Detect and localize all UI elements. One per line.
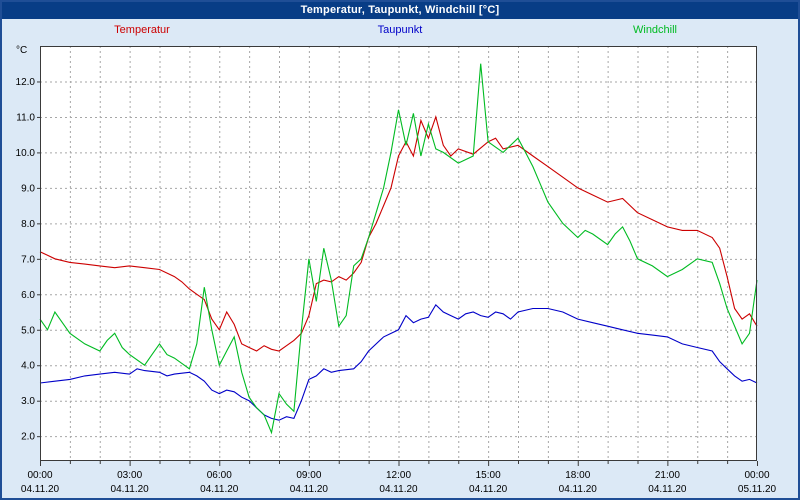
x-tick-time: 18:00 <box>565 470 590 481</box>
x-tick-time: 03:00 <box>117 470 142 481</box>
x-tick-time: 00:00 <box>744 470 769 481</box>
x-tick-time: 15:00 <box>476 470 501 481</box>
x-tick-date: 04.11.20 <box>111 484 150 495</box>
y-tick-label: 2.0 <box>21 432 35 443</box>
y-tick-label: 5.0 <box>21 325 35 336</box>
y-tick-label: 11.0 <box>16 112 35 123</box>
series-line-windchill <box>39 63 758 435</box>
x-tick-date: 05.11.20 <box>738 484 777 495</box>
window-title: Temperatur, Taupunkt, Windchill [°C] <box>2 2 798 19</box>
x-tick-time: 12:00 <box>386 470 411 481</box>
x-tick-date: 04.11.20 <box>559 484 598 495</box>
x-tick-date: 04.11.20 <box>290 484 329 495</box>
y-tick-label: 10.0 <box>16 148 36 159</box>
legend-windchill: Windchill <box>632 24 678 36</box>
gridlines <box>40 46 757 461</box>
y-tick-label: 12.0 <box>16 77 36 88</box>
legend: Temperatur Taupunkt Windchill <box>2 19 798 42</box>
x-tick-date: 04.11.20 <box>21 484 60 495</box>
y-tick-label: 8.0 <box>21 219 35 230</box>
y-tick-label: 4.0 <box>21 361 35 372</box>
legend-taupunkt: Taupunkt <box>377 24 423 36</box>
x-tick-date: 04.11.20 <box>379 484 418 495</box>
chart-canvas: °C 2.0 3.0 4.0 5.0 6.0 7.0 8.0 9.0 10.0 11.0 12.0 00… <box>16 45 777 495</box>
x-tick-time: 21:00 <box>655 470 680 481</box>
x-tick-time: 09:00 <box>296 470 321 481</box>
y-tick-label: 9.0 <box>21 183 35 194</box>
x-tick-time: 06:00 <box>207 470 232 481</box>
y-tick-label: 7.0 <box>21 254 35 265</box>
series-line-taupunkt <box>39 304 758 421</box>
y-tick-label: 6.0 <box>21 290 35 301</box>
x-tick-date: 04.11.20 <box>200 484 239 495</box>
legend-temperatur: Temperatur <box>114 24 170 36</box>
x-tick-date: 04.11.20 <box>469 484 508 495</box>
x-tick-date: 04.11.20 <box>648 484 687 495</box>
y-axis-unit: °C <box>16 45 27 56</box>
x-tick-time: 00:00 <box>27 470 52 481</box>
y-tick-label: 3.0 <box>21 396 35 407</box>
